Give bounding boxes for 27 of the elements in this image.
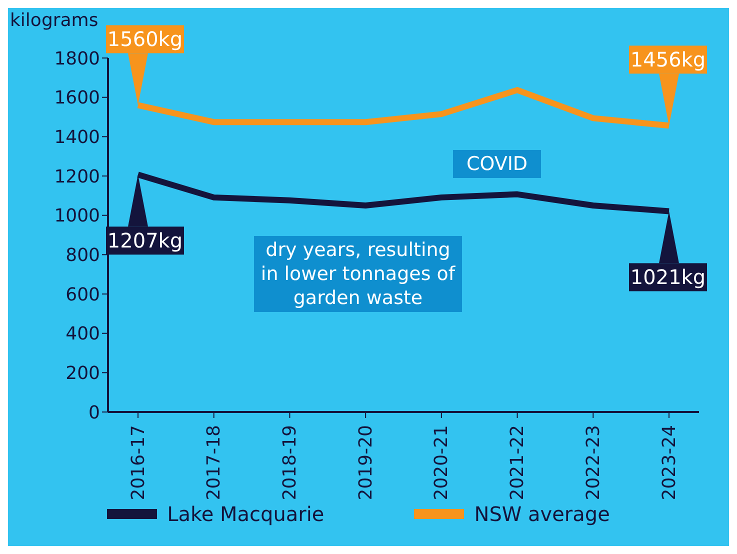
y-tick-label: 1400	[54, 127, 100, 148]
y-tick-label: 200	[66, 363, 100, 384]
y-tick-label: 1600	[54, 88, 100, 109]
y-tick-label: 1200	[54, 166, 100, 188]
legend-label: NSW average	[473, 502, 610, 526]
y-tick-label: 600	[66, 284, 100, 306]
data-label: 1560kg	[107, 27, 183, 52]
data-label: 1456kg	[630, 48, 706, 72]
x-tick-label: 2023-24	[658, 425, 680, 500]
x-tick-label: 2019-20	[355, 425, 376, 500]
data-label: 1207kg	[107, 228, 183, 253]
y-tick-label: 1000	[54, 206, 100, 227]
legend-label: Lake Macquarie	[166, 502, 324, 526]
y-axis-title: kilograms	[10, 10, 98, 31]
x-tick-label: 2018-19	[279, 425, 300, 500]
y-tick-label: 800	[66, 245, 100, 266]
y-tick-label: 0	[88, 402, 100, 424]
data-label: 1021kg	[630, 265, 706, 290]
y-tick-label: 1800	[54, 48, 100, 70]
x-tick-label: 2022-23	[582, 425, 604, 500]
y-tick-label: 400	[66, 324, 100, 345]
annotation: COVID	[453, 150, 541, 178]
x-tick-label: 2016-17	[128, 425, 149, 500]
annotation: dry years, resulting in lower tonnages of garden waste	[254, 236, 462, 312]
x-tick-label: 2021-22	[507, 425, 528, 500]
x-tick-label: 2020-21	[431, 425, 452, 500]
x-tick-label: 2017-18	[204, 425, 225, 500]
